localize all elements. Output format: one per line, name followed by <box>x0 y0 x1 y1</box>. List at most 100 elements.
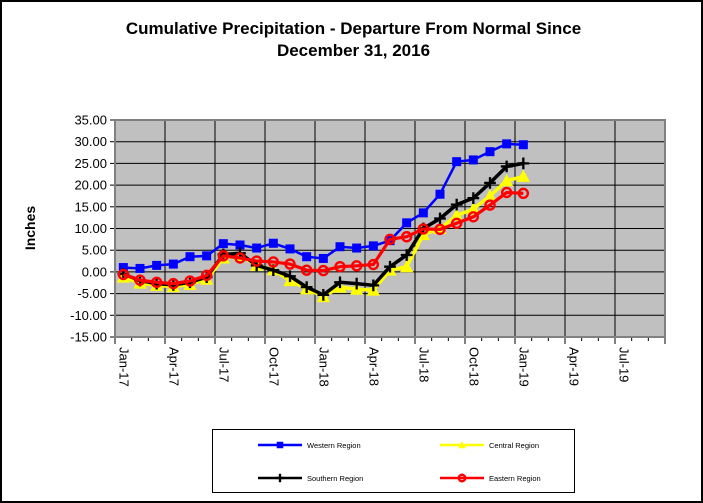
series-marker <box>457 473 467 483</box>
series-marker <box>417 223 430 235</box>
series-marker <box>252 243 262 253</box>
legend-marker-eastern-region-icon <box>440 473 484 483</box>
series-marker <box>485 147 495 157</box>
series-marker <box>300 281 313 293</box>
y-tick-label: 30.00 <box>74 134 107 149</box>
series-marker <box>234 252 246 264</box>
series-marker <box>468 155 478 165</box>
legend-marker-central-region-icon <box>440 440 484 449</box>
series-marker <box>235 240 245 250</box>
series-marker <box>500 173 514 187</box>
legend: Western Region Central Region Southern R… <box>212 429 575 493</box>
series-marker <box>500 160 513 173</box>
series-marker <box>267 256 280 268</box>
legend-label-southern-region: Southern Region <box>307 473 364 483</box>
series-marker <box>450 198 463 211</box>
series-marker <box>467 192 480 204</box>
series-western-region <box>118 139 528 273</box>
series-marker <box>118 263 128 273</box>
series-marker <box>450 217 463 229</box>
series-marker <box>250 255 263 267</box>
series-marker <box>268 238 278 248</box>
series-marker <box>450 208 464 221</box>
series-marker <box>502 139 512 149</box>
legend-label-western-region: Western Region <box>307 440 361 450</box>
series-marker <box>150 276 163 289</box>
chart-title-line-1: Cumulative Precipitation - Departure Fro… <box>125 19 582 38</box>
series-marker <box>500 186 513 199</box>
y-tick-label: 35.00 <box>74 113 107 128</box>
series-marker <box>200 269 213 282</box>
y-tick-label: 20.00 <box>74 178 107 193</box>
series-marker <box>184 275 196 287</box>
series-marker <box>402 218 412 228</box>
legend-item-western-region: Western Region <box>258 439 361 451</box>
series-marker <box>434 223 446 236</box>
chart-title-line-2: December 31, 2016 <box>276 41 431 60</box>
y-tick-label: 10.00 <box>74 221 107 236</box>
series-marker <box>135 263 145 273</box>
series-marker <box>202 251 212 261</box>
x-tick-label: Jul-17 <box>216 347 231 382</box>
series-marker <box>167 277 180 290</box>
series-marker <box>276 441 284 449</box>
x-tick-label: Jan-19 <box>516 347 531 387</box>
series-marker <box>134 274 146 286</box>
series-marker <box>302 252 312 262</box>
chart-title: Cumulative Precipitation - Departure Fro… <box>2 18 701 62</box>
series-marker <box>367 279 380 292</box>
series-marker <box>400 259 414 273</box>
series-marker <box>434 212 446 225</box>
legend-item-central-region: Central Region <box>440 439 539 451</box>
legend-item-southern-region: Southern Region <box>258 472 363 484</box>
series-line <box>122 190 524 286</box>
series-marker <box>168 259 178 269</box>
x-tick-label: Apr-17 <box>166 347 181 386</box>
legend-marker-western-region-icon <box>258 441 302 449</box>
series-marker <box>483 189 497 202</box>
legend-label-central-region: Central Region <box>489 440 540 450</box>
y-tick-label: 5.00 <box>82 243 107 258</box>
x-tick-label: Oct-17 <box>266 347 281 386</box>
series-marker <box>334 276 346 289</box>
series-marker <box>352 243 362 253</box>
series-marker <box>435 189 445 199</box>
series-marker <box>467 211 480 223</box>
x-tick-label: Jan-18 <box>316 347 331 387</box>
legend-item-eastern-region: Eastern Region <box>440 472 541 484</box>
series-marker <box>418 208 428 218</box>
series-marker <box>185 252 195 262</box>
x-tick-label: Apr-18 <box>366 347 381 386</box>
series-marker <box>300 264 313 276</box>
series-marker <box>518 140 528 150</box>
series-marker <box>484 199 496 211</box>
series-marker <box>368 241 378 251</box>
series-marker <box>367 258 380 271</box>
series-marker <box>516 169 530 182</box>
y-tick-label: -15.00 <box>70 330 107 345</box>
series-marker <box>317 264 330 277</box>
series-eastern-region <box>117 186 530 290</box>
y-tick-label: 0.00 <box>82 264 107 279</box>
series-marker <box>452 157 462 167</box>
series-marker <box>218 239 228 249</box>
series-marker <box>384 233 396 246</box>
y-tick-label: 15.00 <box>74 199 107 214</box>
series-marker <box>284 270 296 283</box>
series-marker <box>217 250 230 262</box>
series-marker <box>152 260 162 270</box>
y-tick-label: -10.00 <box>70 308 107 323</box>
series-marker <box>318 253 328 263</box>
series-marker <box>285 244 295 254</box>
legend-label-eastern-region: Eastern Region <box>489 473 541 483</box>
series-marker <box>400 231 413 243</box>
series-marker <box>466 202 480 215</box>
series-marker <box>400 249 413 261</box>
series-marker <box>458 440 466 449</box>
x-tick-label: Jul-18 <box>416 347 431 382</box>
series-marker <box>350 260 363 272</box>
x-tick-label: Jan-17 <box>116 347 131 387</box>
series-marker <box>517 187 530 200</box>
